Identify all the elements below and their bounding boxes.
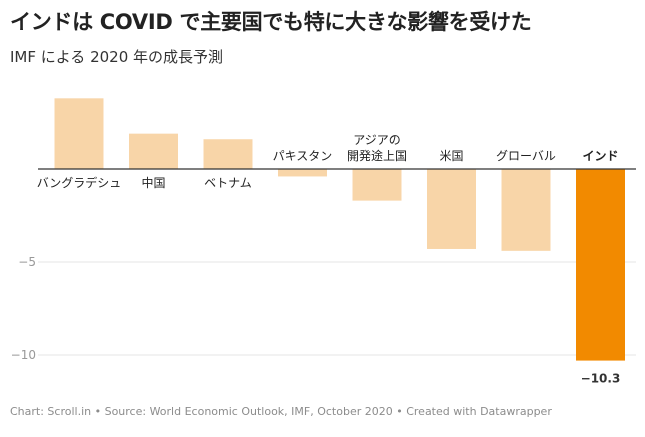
category-label-line: 開発途上国 [347,148,407,163]
bar [203,139,253,169]
bar-chart: −5−10バングラデシュ 中国 ベトナムパキスタンアジアの開発途上国 米国 グローバルイ… [11,98,636,386]
category-label-line: パキスタン [273,149,333,163]
y-tick-label: −10 [11,348,36,362]
bar [54,98,104,169]
category-label-line: グローバル [496,149,556,163]
chart-footer-credit: Chart: Scroll.in • Source: World Economi… [10,405,552,418]
category-label-line: 中国 [141,175,165,190]
chart-subtitle: IMF による 2020 年の成長予測 [10,48,224,66]
category-label: グローバル [496,149,556,163]
y-tick-label: −5 [18,255,36,269]
category-label: 中国 [141,175,165,190]
category-label-line: ベトナム [204,176,252,190]
category-label-line: アジアの [353,133,401,147]
bar [576,169,625,361]
category-label: ベトナム [204,176,252,190]
chart-title: インドは COVID で主要国でも特に大きな影響を受けた [10,10,532,34]
category-label: バングラデシュ [37,175,122,190]
category-label: アジアの開発途上国 [347,133,407,163]
bar [129,133,178,169]
data-label: −10.3 [581,372,621,386]
category-label: インド [582,149,618,163]
bar [278,169,327,177]
bar [352,169,402,201]
category-label-line: 米国 [439,149,463,163]
bar [501,169,551,251]
category-label-line: インド [582,149,618,163]
category-label: 米国 [439,149,463,163]
category-label-line: バングラデシュ [37,175,122,190]
category-label: パキスタン [273,149,333,163]
bar [427,169,476,249]
